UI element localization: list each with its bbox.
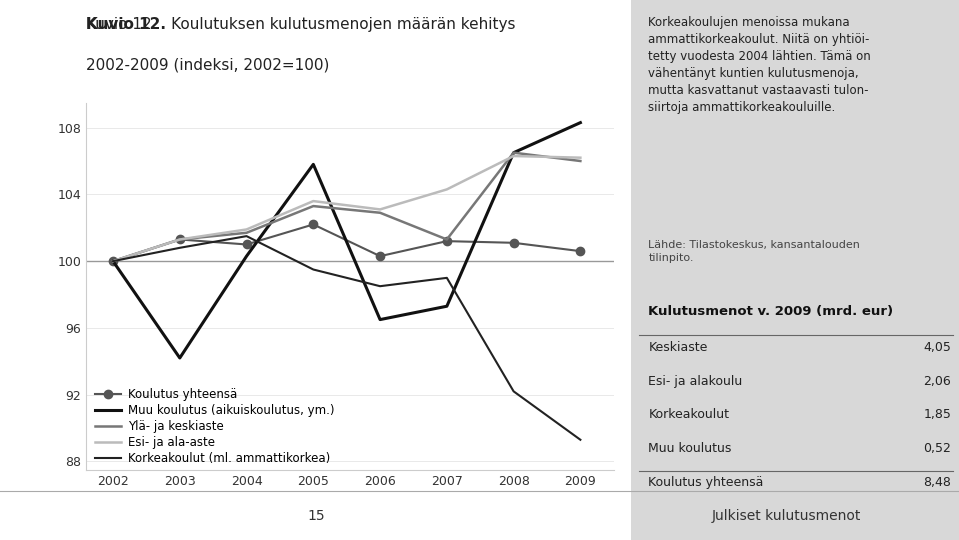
Text: Koulutus yhteensä: Koulutus yhteensä xyxy=(648,476,763,489)
Text: 2,06: 2,06 xyxy=(924,375,951,388)
Text: Kulutusmenot v. 2009 (mrd. eur): Kulutusmenot v. 2009 (mrd. eur) xyxy=(648,305,894,318)
Text: Kuvio 12.: Kuvio 12. xyxy=(86,17,166,32)
Text: Kuvio 12.   Koulutuksen kulutusmenojen määrän kehitys: Kuvio 12. Koulutuksen kulutusmenojen mää… xyxy=(86,17,516,32)
Text: 15: 15 xyxy=(308,509,325,523)
Text: 8,48: 8,48 xyxy=(924,476,951,489)
Text: 4,05: 4,05 xyxy=(924,341,951,354)
Text: 2002-2009 (indeksi, 2002=100): 2002-2009 (indeksi, 2002=100) xyxy=(86,58,330,73)
Text: Esi- ja alakoulu: Esi- ja alakoulu xyxy=(648,375,742,388)
Text: Lähde: Tilastokeskus, kansantalouden
tilinpito.: Lähde: Tilastokeskus, kansantalouden til… xyxy=(648,240,860,262)
Legend: Koulutus yhteensä, Muu koulutus (aikuiskoulutus, ym.), Ylä- ja keskiaste, Esi- j: Koulutus yhteensä, Muu koulutus (aikuisk… xyxy=(92,386,337,468)
Text: Muu koulutus: Muu koulutus xyxy=(648,442,732,455)
Text: Keskiaste: Keskiaste xyxy=(648,341,708,354)
Text: Julkiset kulutusmenot: Julkiset kulutusmenot xyxy=(712,509,861,523)
Text: Korkeakoulujen menoissa mukana
ammattikorkeakoulut. Niitä on yhtiöi-
tetty vuode: Korkeakoulujen menoissa mukana ammattiko… xyxy=(648,16,871,114)
Text: Korkeakoulut: Korkeakoulut xyxy=(648,408,729,421)
Text: 0,52: 0,52 xyxy=(924,442,951,455)
Text: 1,85: 1,85 xyxy=(924,408,951,421)
